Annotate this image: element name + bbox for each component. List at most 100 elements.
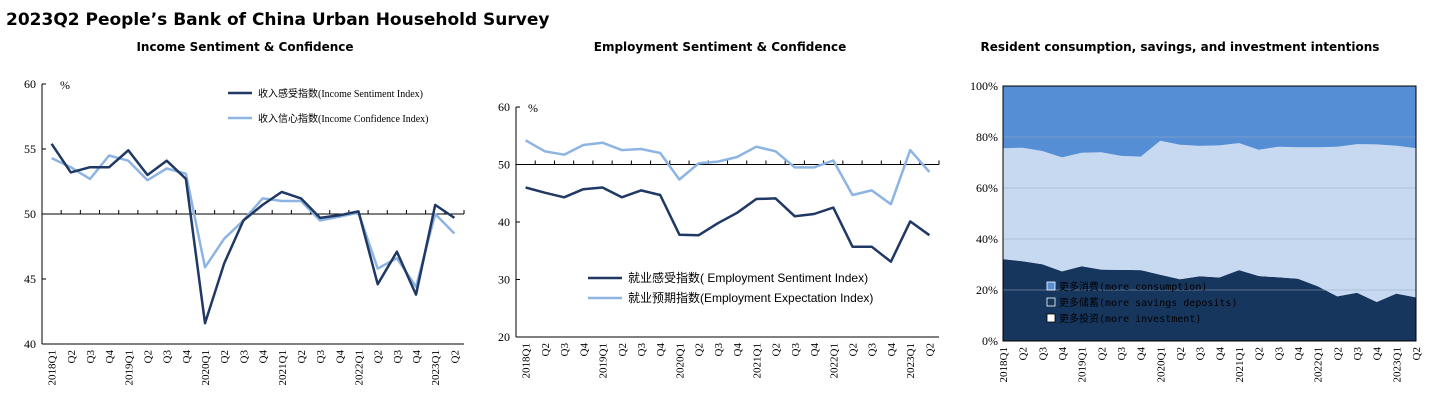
intentions-x-tick-label: Q2 xyxy=(1254,347,1266,360)
employment-x-tick-label: Q3 xyxy=(636,343,648,357)
intentions-y-tick-label: 80% xyxy=(976,130,998,144)
income-x-tick-label: 2022Q1 xyxy=(354,350,366,385)
intentions-x-tick-label: Q4 xyxy=(1372,347,1384,361)
employment-x-tick-label: Q2 xyxy=(771,343,783,356)
intentions-x-tick-label: Q4 xyxy=(1214,347,1226,361)
income-x-tick-label: 2023Q1 xyxy=(430,350,442,385)
employment-y-tick-label: 50 xyxy=(498,158,510,172)
intentions-x-tick-label: Q2 xyxy=(1332,347,1344,360)
income-x-tick-label: Q3 xyxy=(315,350,327,364)
employment-y-tick-label: 40 xyxy=(498,215,510,229)
intentions-x-tick-label: 2023Q1 xyxy=(1391,347,1403,382)
intentions-plot-frame xyxy=(1002,85,1417,342)
employment-x-tick-label: 2019Q1 xyxy=(598,343,610,378)
intentions-x-tick-label: Q3 xyxy=(1116,347,1128,361)
intentions-legend-swatch xyxy=(1046,297,1056,307)
intentions-area-inv xyxy=(1003,259,1416,341)
intentions-area-sav xyxy=(1003,140,1416,302)
employment-series-line xyxy=(524,139,931,206)
income-x-tick-label: 2019Q1 xyxy=(123,350,135,385)
income-x-tick-label: Q4 xyxy=(334,350,346,364)
intentions-x-tick-label: Q2 xyxy=(1096,347,1108,360)
employment-x-tick-label: Q4 xyxy=(886,343,898,357)
income-legend-label: 收入信心指数(Income Confidence Index) xyxy=(258,112,429,125)
intentions-y-tick-label: 20% xyxy=(976,283,998,297)
employment-y-tick-label: 30 xyxy=(498,273,510,287)
employment-x-tick-label: 2020Q1 xyxy=(674,343,686,378)
income-x-tick-label: 2021Q1 xyxy=(277,350,289,385)
intentions-x-tick-label: Q4 xyxy=(1136,347,1148,361)
intentions-x-tick-label: 2020Q1 xyxy=(1155,347,1167,382)
employment-x-tick-label: Q4 xyxy=(732,343,744,357)
income-series-line xyxy=(50,143,456,325)
intentions-legend-label: 更多消费(more consumption) xyxy=(1059,280,1207,293)
income-x-tick-label: Q2 xyxy=(143,350,155,363)
intentions-legend-swatch xyxy=(1046,281,1056,291)
income-x-tick-label: Q3 xyxy=(85,350,97,364)
employment-x-tick-label: Q2 xyxy=(694,343,706,356)
employment-x-tick-label: Q2 xyxy=(847,343,859,356)
employment-x-tick-label: Q4 xyxy=(578,343,590,357)
income-unit-label: % xyxy=(60,78,70,92)
intentions-y-tick-label: 0% xyxy=(982,334,998,348)
employment-legend-label: 就业预期指数(Employment Expectation Index) xyxy=(628,290,873,305)
intentions-y-tick-label: 100% xyxy=(970,79,998,93)
intentions-x-tick-label: Q3 xyxy=(1273,347,1285,361)
intentions-x-tick-label: Q3 xyxy=(1195,347,1207,361)
income-chart-title: Income Sentiment & Confidence xyxy=(136,40,354,54)
intentions-x-tick-label: Q2 xyxy=(1411,347,1423,360)
intentions-x-tick-label: Q4 xyxy=(1057,347,1069,361)
employment-legend-label: 就业感受指数( Employment Sentiment Index) xyxy=(628,270,868,285)
employment-x-tick-label: Q3 xyxy=(790,343,802,357)
income-x-tick-label: Q2 xyxy=(296,350,308,363)
intentions-area-cons xyxy=(1003,86,1416,158)
intentions-x-tick-label: Q3 xyxy=(1352,347,1364,361)
intentions-x-tick-label: 2019Q1 xyxy=(1077,347,1089,382)
employment-x-tick-label: Q3 xyxy=(867,343,879,357)
intentions-y-tick-label: 60% xyxy=(976,181,998,195)
intentions-x-tick-label: Q2 xyxy=(1018,347,1030,360)
income-y-tick-label: 45 xyxy=(24,272,36,286)
income-y-tick-label: 40 xyxy=(24,337,36,351)
income-x-tick-label: Q2 xyxy=(219,350,231,363)
intentions-x-tick-label: 2018Q1 xyxy=(998,347,1010,382)
income-x-tick-label: 2020Q1 xyxy=(200,350,212,385)
intentions-chart-title: Resident consumption, savings, and inves… xyxy=(980,40,1380,54)
intentions-x-tick-label: Q4 xyxy=(1293,347,1305,361)
income-x-tick-label: Q2 xyxy=(66,350,78,363)
income-y-tick-label: 60 xyxy=(24,77,36,91)
intentions-legend-label: 更多储蓄(more savings deposits) xyxy=(1059,296,1237,309)
employment-x-tick-label: 2023Q1 xyxy=(905,343,917,378)
employment-series-line xyxy=(525,186,931,263)
intentions-legend-swatch xyxy=(1046,313,1056,323)
employment-x-tick-label: Q4 xyxy=(655,343,667,357)
income-x-tick-label: Q4 xyxy=(181,350,193,364)
employment-x-tick-label: 2021Q1 xyxy=(751,343,763,378)
income-y-tick-label: 50 xyxy=(24,207,36,221)
employment-x-tick-label: Q2 xyxy=(617,343,629,356)
intentions-x-tick-label: Q2 xyxy=(1175,347,1187,360)
intentions-x-tick-label: 2021Q1 xyxy=(1234,347,1246,382)
income-x-tick-label: Q2 xyxy=(449,350,461,363)
employment-y-tick-label: 20 xyxy=(498,330,510,344)
employment-x-tick-label: 2022Q1 xyxy=(828,343,840,378)
employment-x-tick-label: Q2 xyxy=(924,343,936,356)
income-x-tick-label: Q2 xyxy=(373,350,385,363)
employment-x-tick-label: Q4 xyxy=(809,343,821,357)
income-x-tick-label: Q4 xyxy=(411,350,423,364)
income-legend-label: 收入感受指数(Income Sentiment Index) xyxy=(258,87,423,100)
employment-x-tick-label: 2018Q1 xyxy=(521,343,533,378)
employment-unit-label: % xyxy=(528,101,538,115)
income-series-line xyxy=(51,154,456,289)
intentions-x-tick-label: Q3 xyxy=(1037,347,1049,361)
income-x-tick-label: Q3 xyxy=(392,350,404,364)
employment-chart-title: Employment Sentiment & Confidence xyxy=(593,40,847,54)
employment-x-tick-label: Q3 xyxy=(559,343,571,357)
income-x-tick-label: Q4 xyxy=(104,350,116,364)
employment-y-tick-label: 60 xyxy=(498,100,510,114)
intentions-legend-label: 更多投资(more investment) xyxy=(1059,312,1201,325)
income-x-tick-label: Q3 xyxy=(238,350,250,364)
income-x-tick-label: Q3 xyxy=(162,350,174,364)
employment-x-tick-label: Q3 xyxy=(713,343,725,357)
